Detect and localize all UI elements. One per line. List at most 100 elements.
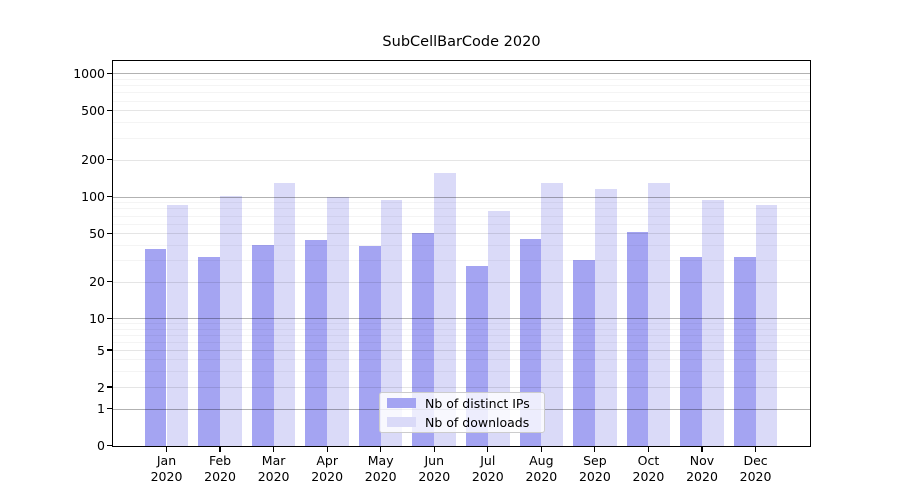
legend-swatch-downloads-icon bbox=[387, 417, 416, 427]
x-tick-month: Nov bbox=[689, 452, 715, 468]
x-tick-label-jun: Jun 2020 bbox=[403, 453, 465, 486]
x-tick-month: Jun bbox=[424, 452, 445, 468]
bar-may-downloads bbox=[380, 199, 403, 446]
y-tick-mark bbox=[107, 232, 112, 234]
bar-sep-distinct-ips bbox=[573, 260, 595, 446]
x-tick-label-dec: Dec 2020 bbox=[725, 453, 787, 486]
legend: Nb of distinct IPs Nb of downloads bbox=[379, 392, 545, 433]
x-tick-mark bbox=[540, 446, 542, 452]
x-tick-label-may: May 2020 bbox=[350, 453, 412, 486]
y-tick-mark bbox=[107, 386, 112, 388]
minor-gridline bbox=[113, 100, 810, 102]
y-tick-mark bbox=[107, 349, 112, 351]
x-tick-mark bbox=[273, 446, 275, 452]
minor-gridline bbox=[113, 85, 810, 87]
x-tick-label-apr: Apr 2020 bbox=[296, 453, 358, 486]
bar-dec-downloads bbox=[755, 204, 778, 446]
minor-gridline bbox=[113, 334, 810, 336]
x-tick-mark bbox=[487, 446, 489, 452]
bar-sep-downloads bbox=[594, 189, 617, 446]
x-tick-mark bbox=[754, 446, 757, 452]
y-tick-label-50: 50 bbox=[89, 225, 105, 241]
minor-gridline bbox=[113, 323, 810, 325]
bar-mar-distinct-ips bbox=[251, 245, 274, 446]
minor-gridline bbox=[113, 202, 810, 204]
bar-feb-distinct-ips bbox=[198, 256, 221, 446]
x-tick-year: 2020 bbox=[204, 469, 236, 484]
minor-gridline bbox=[113, 137, 810, 139]
bar-nov-distinct-ips bbox=[680, 256, 702, 446]
x-tick-mark bbox=[701, 446, 703, 452]
x-tick-mark bbox=[594, 446, 596, 452]
y-tick-mark bbox=[107, 72, 112, 74]
x-tick-year: 2020 bbox=[364, 469, 397, 484]
legend-swatch-distinct-ips-icon bbox=[387, 398, 416, 408]
x-tick-year: 2020 bbox=[150, 469, 183, 484]
gridline bbox=[113, 350, 810, 351]
x-tick-label-jul: Jul 2020 bbox=[457, 453, 519, 486]
bar-mar-downloads bbox=[273, 183, 296, 446]
y-tick-label-0: 0 bbox=[97, 438, 105, 453]
bar-oct-distinct-ips bbox=[626, 232, 649, 446]
x-tick-label-jan: Jan 2020 bbox=[136, 453, 198, 486]
bar-jul-downloads bbox=[487, 210, 510, 446]
x-tick-month: Jul bbox=[480, 452, 496, 468]
bar-jan-downloads bbox=[166, 204, 189, 446]
minor-gridline bbox=[113, 208, 810, 210]
y-tick-mark bbox=[107, 196, 112, 198]
major-gridline bbox=[113, 73, 810, 75]
gridline bbox=[113, 233, 810, 235]
x-tick-mark bbox=[165, 446, 168, 452]
x-tick-label-oct: Oct 2020 bbox=[617, 453, 679, 486]
chart-title: SubCellBarCode 2020 bbox=[382, 34, 541, 50]
y-tick-label-200: 200 bbox=[81, 152, 105, 168]
bar-jun-downloads bbox=[434, 173, 457, 446]
bar-dec-distinct-ips bbox=[733, 256, 756, 446]
x-tick-mark bbox=[433, 446, 435, 452]
minor-gridline bbox=[113, 328, 810, 330]
bar-apr-distinct-ips bbox=[305, 240, 328, 446]
x-tick-year: 2020 bbox=[525, 469, 558, 484]
x-tick-label-sep: Sep 2020 bbox=[564, 453, 626, 486]
x-tick-year: 2020 bbox=[739, 469, 772, 484]
x-tick-label-feb: Feb 2020 bbox=[189, 453, 251, 486]
y-tick-label-1: 1 bbox=[97, 401, 105, 416]
y-tick-mark bbox=[107, 109, 112, 112]
major-gridline bbox=[113, 318, 810, 320]
x-tick-label-mar: Mar 2020 bbox=[243, 453, 305, 486]
minor-gridline bbox=[113, 223, 810, 225]
x-tick-month: Apr bbox=[316, 452, 338, 468]
grid-layer bbox=[113, 61, 810, 446]
bar-aug-downloads bbox=[541, 183, 564, 446]
bar-nov-downloads bbox=[702, 199, 724, 446]
bar-feb-downloads bbox=[220, 196, 242, 446]
x-tick-mark bbox=[380, 446, 382, 452]
y-tick-label-5: 5 bbox=[97, 342, 105, 358]
y-tick-label-500: 500 bbox=[81, 102, 105, 118]
x-tick-month: Oct bbox=[637, 452, 660, 468]
minor-gridline bbox=[113, 92, 810, 94]
x-tick-year: 2020 bbox=[311, 469, 344, 484]
y-tick-label-20: 20 bbox=[89, 274, 105, 290]
gridline bbox=[113, 159, 810, 161]
legend-item-distinct-ips: Nb of distinct IPs bbox=[387, 396, 536, 411]
y-tick-mark bbox=[107, 407, 112, 410]
minor-gridline bbox=[113, 341, 810, 343]
minor-gridline bbox=[113, 122, 810, 124]
y-tick-label-1000: 1000 bbox=[73, 65, 105, 81]
minor-gridline bbox=[113, 359, 810, 360]
x-tick-month: Aug bbox=[529, 452, 554, 468]
x-tick-year: 2020 bbox=[686, 469, 718, 484]
x-tick-mark bbox=[647, 446, 650, 452]
x-tick-month: Mar bbox=[261, 452, 286, 468]
bar-apr-downloads bbox=[327, 196, 349, 446]
bar-jan-distinct-ips bbox=[144, 249, 167, 446]
x-tick-month: May bbox=[367, 452, 394, 468]
minor-gridline bbox=[113, 245, 810, 247]
x-tick-month: Feb bbox=[208, 452, 232, 468]
minor-gridline bbox=[113, 260, 810, 262]
bar-oct-downloads bbox=[648, 183, 671, 446]
y-tick-label-10: 10 bbox=[89, 310, 105, 326]
x-tick-mark bbox=[326, 446, 328, 452]
x-tick-year: 2020 bbox=[257, 469, 290, 484]
